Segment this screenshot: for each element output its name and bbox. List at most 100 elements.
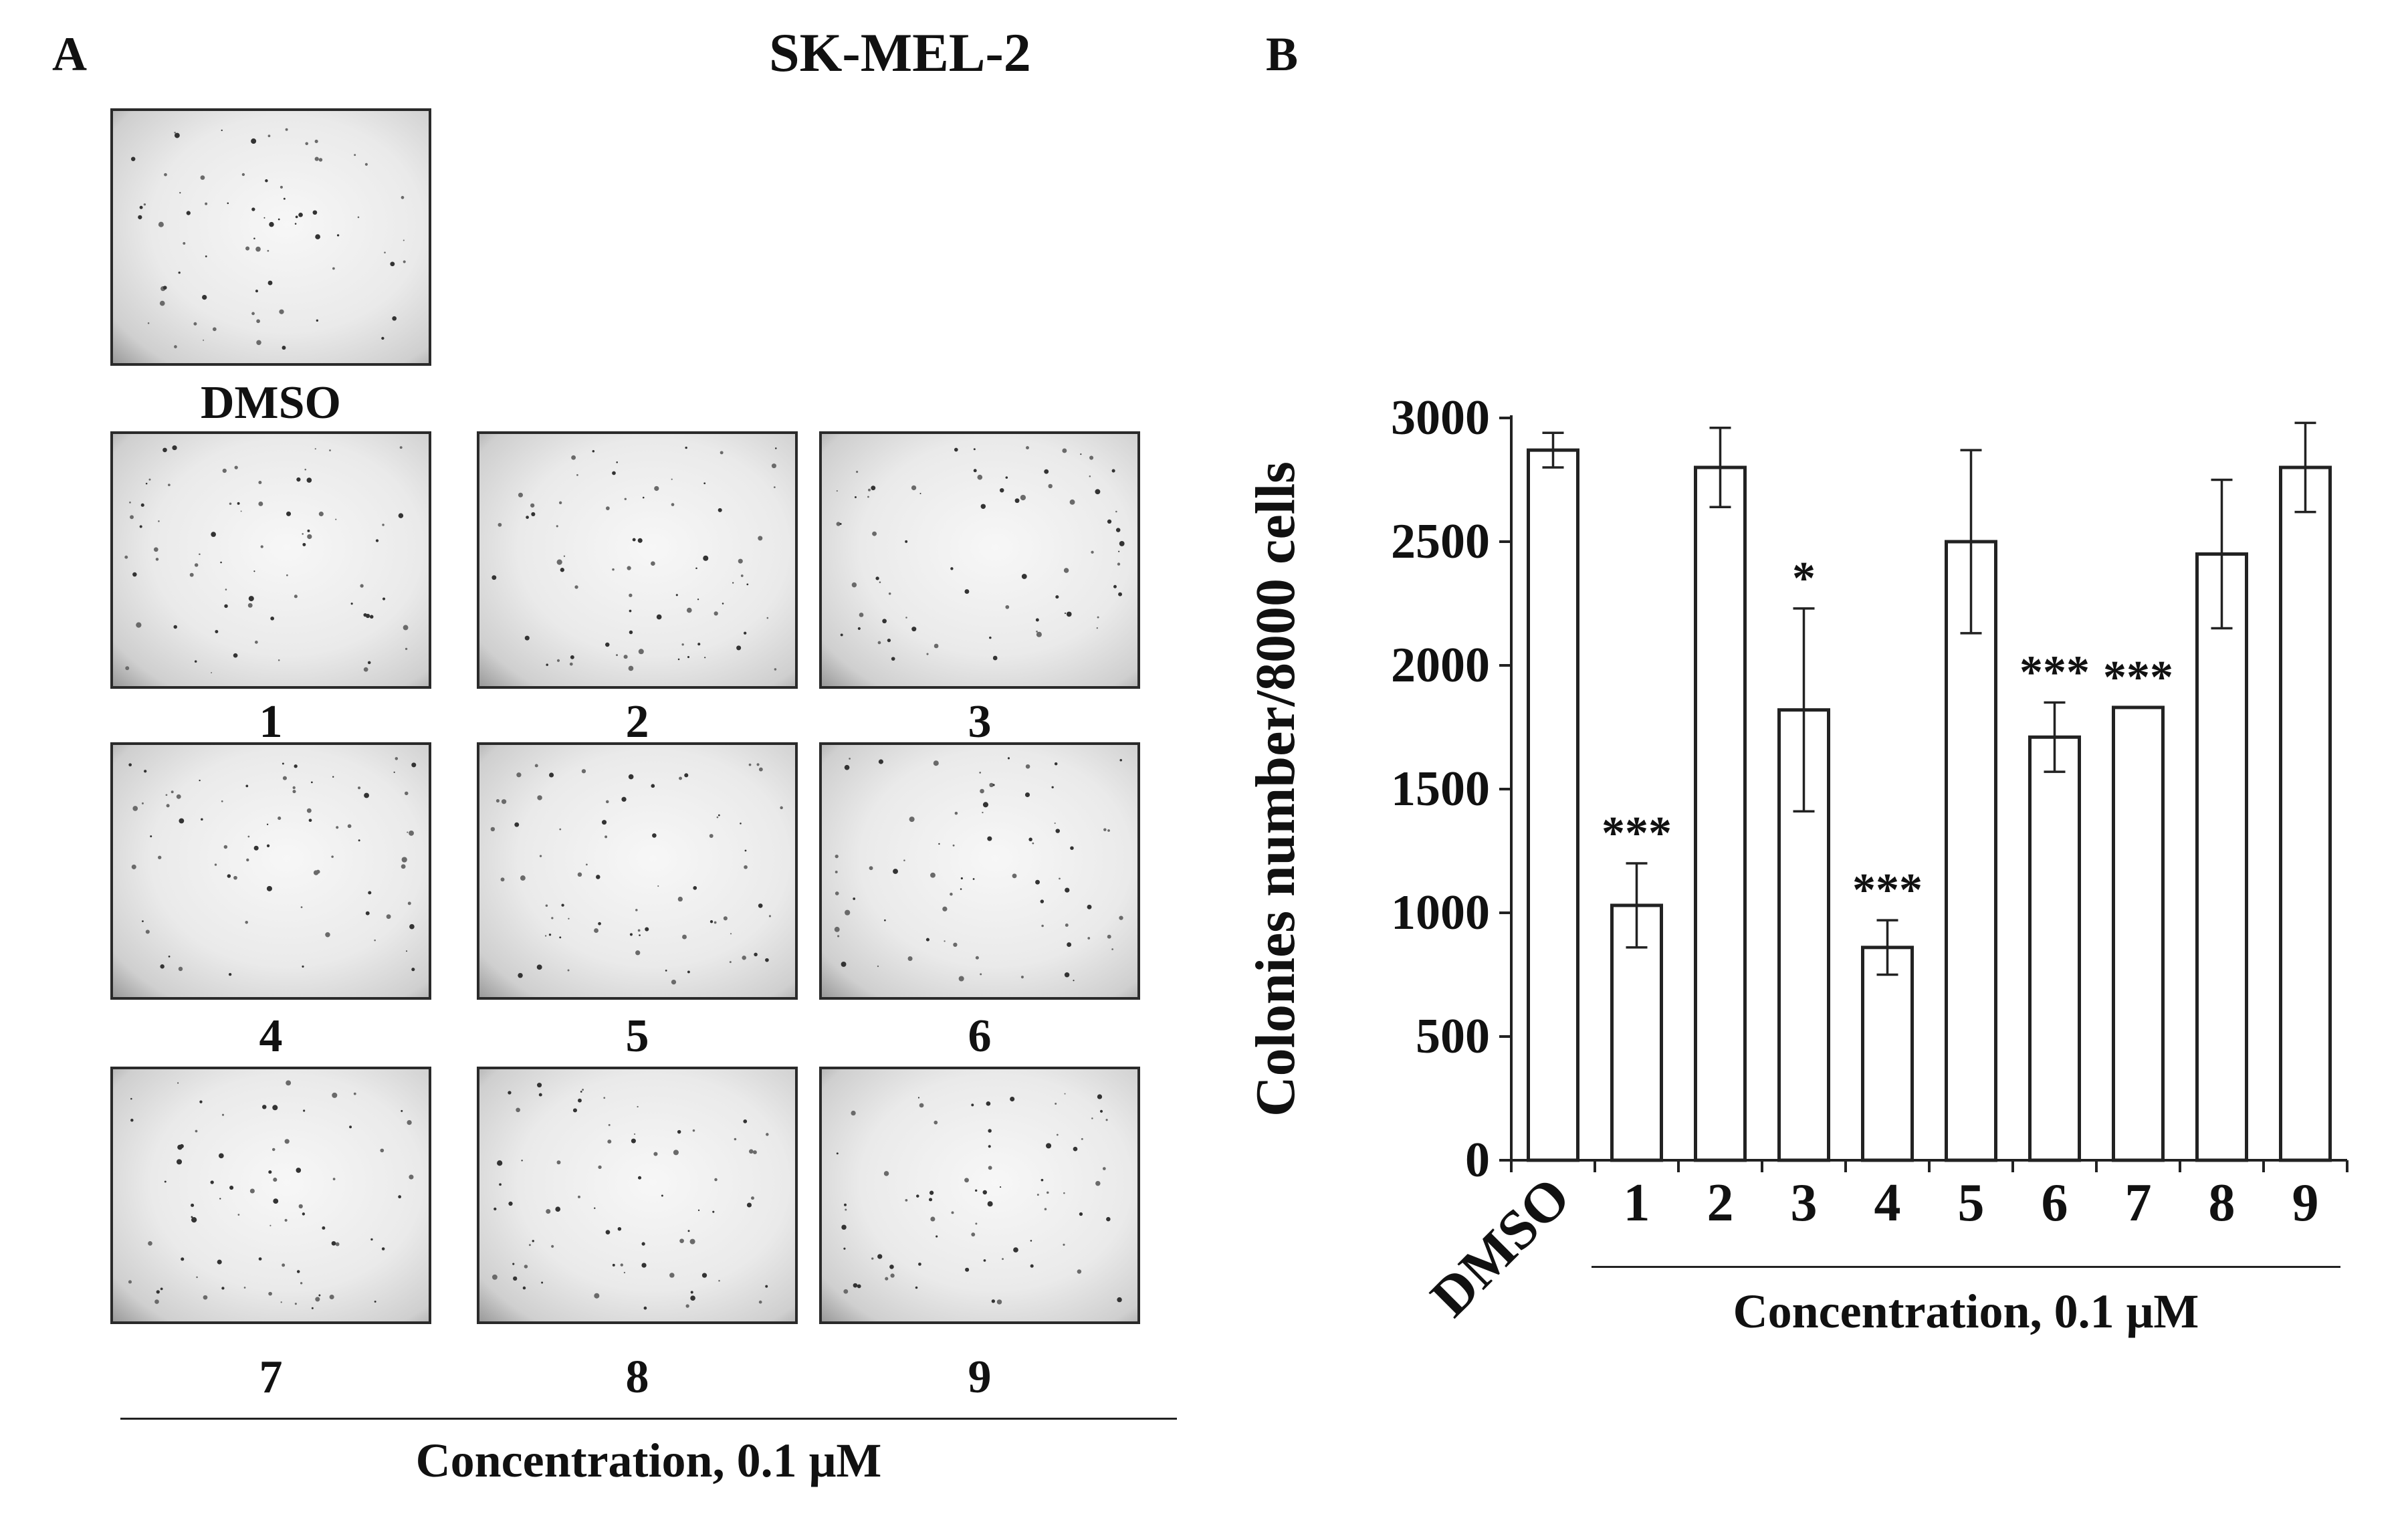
colony-dot bbox=[332, 267, 335, 270]
x-tick-label: 7 bbox=[2125, 1174, 2152, 1232]
colony-dot bbox=[183, 241, 186, 245]
colony-dot bbox=[491, 575, 497, 580]
colony-dot bbox=[570, 655, 574, 659]
bar-dmso bbox=[1527, 448, 1579, 1162]
colony-dot bbox=[358, 839, 360, 842]
colony-dot bbox=[296, 477, 301, 482]
colony-dot bbox=[147, 322, 150, 324]
colony-dot bbox=[194, 563, 199, 567]
plate-image-3 bbox=[819, 431, 1140, 689]
colony-dot bbox=[253, 570, 255, 572]
colony-dot bbox=[234, 465, 238, 469]
colony-dot bbox=[657, 885, 659, 887]
colony-dot bbox=[499, 1183, 502, 1186]
colony-dot bbox=[988, 1145, 991, 1148]
panel-a-group-rule bbox=[120, 1418, 1177, 1420]
colony-dot bbox=[292, 790, 296, 794]
colony-dot bbox=[159, 300, 165, 306]
bars bbox=[1527, 448, 2332, 1162]
colony-dot bbox=[393, 771, 395, 773]
colony-dot bbox=[730, 933, 732, 935]
colony-dot bbox=[656, 614, 662, 620]
colony-dot bbox=[748, 763, 752, 766]
colony-dot bbox=[964, 1178, 969, 1183]
colony-dot bbox=[318, 512, 324, 517]
colony-dot bbox=[853, 1283, 858, 1288]
colony-dot bbox=[677, 658, 680, 661]
colony-dot bbox=[266, 823, 269, 825]
colony-dot bbox=[643, 1306, 647, 1310]
colony-dot bbox=[521, 1160, 523, 1162]
colony-dot bbox=[551, 1244, 554, 1248]
colony-dot bbox=[685, 1304, 689, 1308]
colony-dot bbox=[689, 1238, 695, 1244]
colony-dot bbox=[1115, 510, 1117, 513]
colony-dot bbox=[877, 641, 881, 645]
colony-dot bbox=[732, 582, 734, 584]
colony-dot bbox=[1073, 980, 1075, 982]
colony-dot bbox=[191, 1216, 193, 1218]
colony-dot bbox=[1102, 1167, 1106, 1170]
colony-dot bbox=[536, 964, 542, 970]
colony-dot bbox=[282, 762, 284, 765]
colony-dot bbox=[518, 492, 523, 498]
colony-speckle bbox=[130, 128, 406, 350]
colony-dot bbox=[202, 294, 207, 300]
colony-dot bbox=[403, 625, 409, 631]
colony-dot bbox=[690, 1291, 693, 1294]
colony-dot bbox=[645, 927, 649, 932]
colony-dot bbox=[868, 488, 871, 492]
colony-dot bbox=[989, 782, 994, 788]
colony-dot bbox=[840, 633, 843, 637]
colony-dot bbox=[258, 502, 263, 506]
colony-dot bbox=[260, 545, 263, 548]
colony-dot bbox=[369, 615, 374, 619]
colony-dot bbox=[714, 921, 717, 924]
colony-dot bbox=[950, 567, 954, 570]
colony-dot bbox=[1067, 942, 1072, 947]
colony-dot bbox=[738, 558, 743, 564]
colony-dot bbox=[131, 864, 136, 869]
colony-dot bbox=[524, 1265, 528, 1269]
colony-dot bbox=[773, 486, 776, 488]
colony-dot bbox=[148, 1241, 152, 1246]
colony-dot bbox=[363, 667, 368, 672]
colony-dot bbox=[302, 1212, 306, 1216]
colony-dot bbox=[744, 865, 748, 869]
colony-dot bbox=[651, 784, 655, 788]
colony-dot bbox=[251, 138, 257, 144]
colony-dot bbox=[605, 506, 610, 510]
colony-dot bbox=[407, 1119, 412, 1125]
colony-dot bbox=[508, 1091, 512, 1095]
colony-dot bbox=[142, 920, 144, 922]
colony-dot bbox=[856, 471, 859, 473]
colony-dot bbox=[982, 811, 984, 814]
colony-dot bbox=[568, 917, 570, 919]
x-tick-label: 3 bbox=[1791, 1174, 1818, 1232]
colony-dot bbox=[1091, 550, 1094, 554]
colony-dot bbox=[130, 1097, 132, 1100]
colony-dot bbox=[179, 818, 185, 824]
colony-dot bbox=[983, 1259, 986, 1262]
colony-dot bbox=[530, 503, 535, 508]
colony-dot bbox=[1115, 528, 1121, 532]
colony-dot bbox=[280, 1301, 282, 1303]
colony-dot bbox=[893, 869, 898, 874]
colony-dot bbox=[877, 1254, 883, 1259]
colony-dot bbox=[775, 447, 777, 449]
y-tick-label: 2500 bbox=[1391, 514, 1490, 569]
colony-dot bbox=[255, 290, 259, 293]
colony-dot bbox=[221, 1287, 225, 1290]
colony-dot bbox=[196, 1276, 198, 1279]
colony-dot bbox=[138, 215, 142, 219]
colony-dot bbox=[282, 776, 287, 780]
colony-dot bbox=[905, 617, 907, 619]
colony-dot bbox=[930, 872, 936, 878]
x-tick-label: 4 bbox=[1874, 1174, 1901, 1232]
colony-dot bbox=[677, 1129, 681, 1134]
colony-dot bbox=[349, 1125, 352, 1129]
colony-dot bbox=[307, 534, 312, 540]
colony-dot bbox=[411, 762, 417, 768]
colony-dot bbox=[1046, 1143, 1052, 1149]
colony-dot bbox=[1097, 616, 1099, 619]
